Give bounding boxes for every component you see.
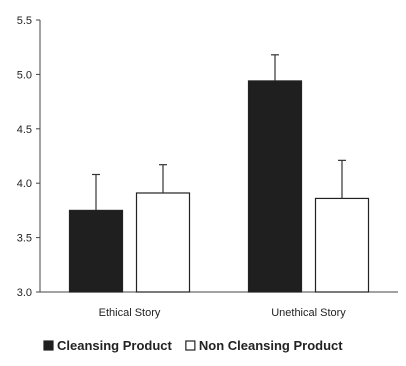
bar-cleansing-ethical	[68, 209, 124, 293]
category-label: Ethical Story	[99, 307, 161, 319]
y-tick-label: 4.0	[17, 178, 32, 190]
legend-swatch	[185, 340, 196, 351]
y-axis: 3.0 3.5 4.0 4.5 5.0 5.5	[17, 15, 41, 299]
category-labels: Ethical Story Unethical Story	[99, 307, 347, 319]
legend-label: Non Cleansing Product	[199, 338, 343, 353]
y-tick-label: 5.0	[17, 69, 32, 81]
bar-non-cleansing-unethical	[314, 197, 370, 293]
bar-non-cleansing-ethical	[135, 192, 191, 293]
y-tick-label: 5.5	[17, 15, 32, 27]
y-tick-label: 4.5	[17, 124, 32, 136]
category-label: Unethical Story	[271, 307, 346, 319]
bars-group	[68, 80, 370, 293]
error-bars-group	[92, 54, 346, 211]
y-tick-label: 3.0	[17, 287, 32, 299]
legend-swatch	[43, 340, 54, 351]
bar-cleansing-unethical	[247, 80, 303, 293]
legend-label: Cleansing Product	[57, 338, 173, 353]
y-tick-label: 3.5	[17, 233, 32, 245]
legend: Cleansing Product Non Cleansing Product	[43, 338, 343, 353]
